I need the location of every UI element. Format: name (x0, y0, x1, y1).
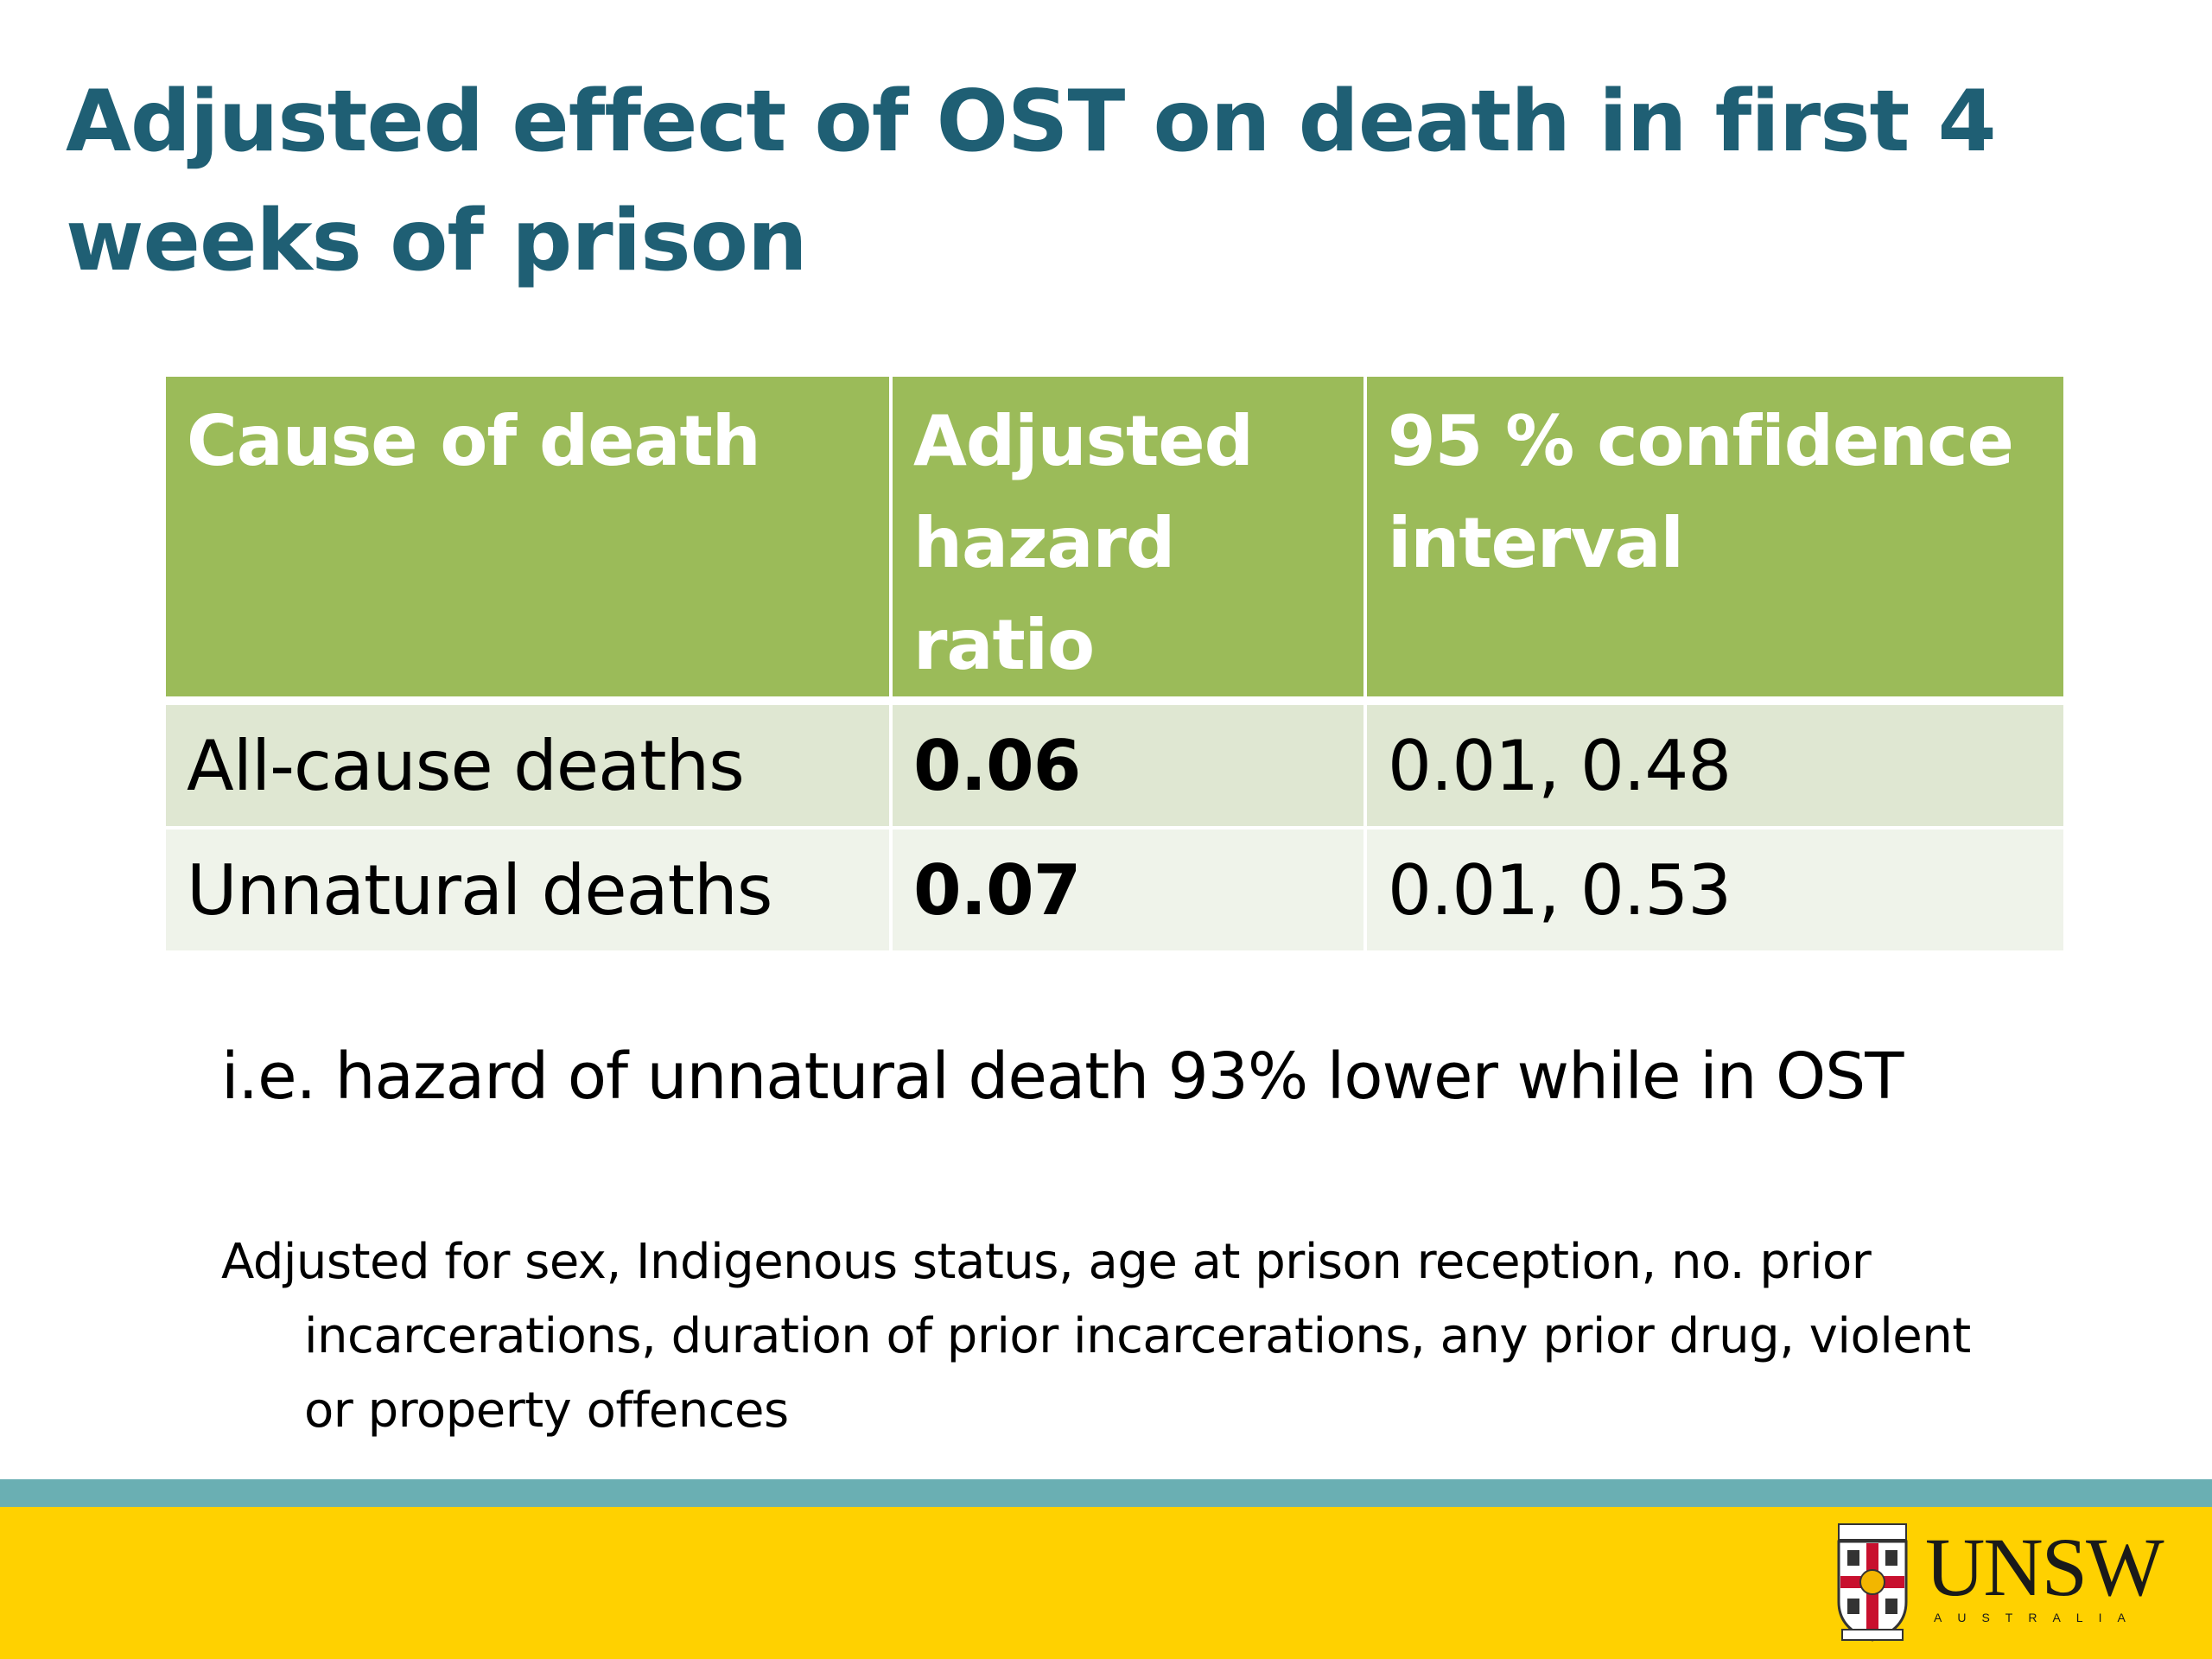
logo-subtext: AUSTRALIA (1934, 1611, 2141, 1624)
adjustment-note: Adjusted for sex, Indigenous status, age… (221, 1234, 1971, 1439)
logo-wordmark: UNSW (1925, 1521, 2164, 1613)
unsw-crest-icon (1837, 1523, 1908, 1642)
table-row: All-cause deaths 0.06 0.01, 0.48 (166, 705, 2063, 830)
slide-title: Adjusted effect of OST on death in first… (66, 73, 1997, 290)
unsw-logo: UNSW AUSTRALIA (1835, 1522, 2164, 1643)
header-confidence-interval: 95 % confidence interval (1367, 377, 2063, 705)
table-header-row: Cause of death Adjusted hazard ratio 95 … (166, 377, 2063, 705)
footer-stripe (0, 1479, 2212, 1507)
cell-cause: Unnatural deaths (166, 830, 893, 954)
interpretation-text: i.e. hazard of unnatural death 93% lower… (221, 1039, 1904, 1114)
header-cause-of-death: Cause of death (166, 377, 893, 705)
cell-confidence-interval: 0.01, 0.48 (1367, 705, 2063, 830)
cell-cause: All-cause deaths (166, 705, 893, 830)
header-adjusted-hazard-ratio: Adjusted hazard ratio (893, 377, 1367, 705)
cell-confidence-interval: 0.01, 0.53 (1367, 830, 2063, 954)
cell-hazard-ratio: 0.06 (893, 705, 1367, 830)
cell-hazard-ratio: 0.07 (893, 830, 1367, 954)
table-row: Unnatural deaths 0.07 0.01, 0.53 (166, 830, 2063, 954)
results-table: Cause of death Adjusted hazard ratio 95 … (166, 377, 2063, 954)
